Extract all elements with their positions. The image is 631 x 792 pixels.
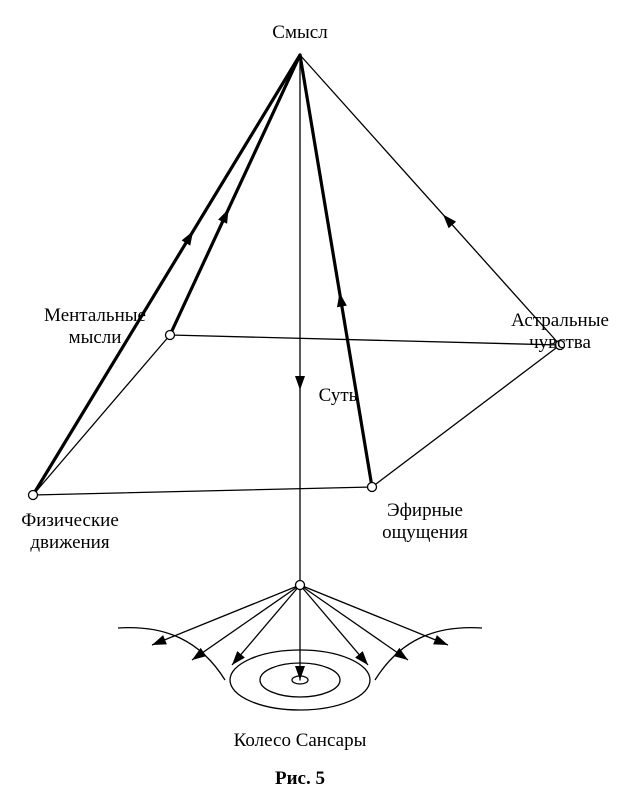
caption-label: Рис. 5 xyxy=(275,768,325,790)
mental-label: Ментальные мысли xyxy=(44,305,146,349)
apex-label: Смысл xyxy=(272,22,327,44)
astral-label: Астральные чувства xyxy=(511,310,609,354)
physical-label: Физические движения xyxy=(21,510,119,554)
etheric-label: Эфирные ощущения xyxy=(382,500,468,544)
pyramid-diagram xyxy=(0,0,631,792)
wheel-label: Колесо Сансары xyxy=(234,730,367,752)
essence-label: Суть xyxy=(319,385,358,407)
